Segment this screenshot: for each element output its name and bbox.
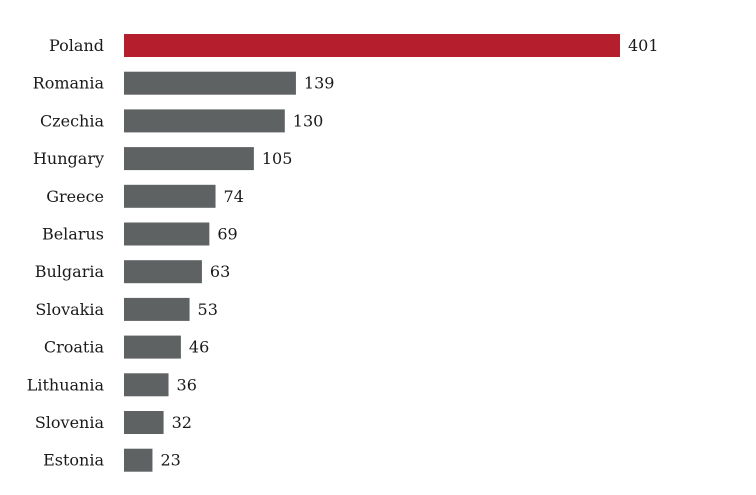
bar-bulgaria [124, 260, 202, 284]
category-label-czechia: Czechia [40, 111, 105, 130]
value-label-slovakia: 53 [198, 300, 218, 319]
category-label-croatia: Croatia [44, 338, 105, 357]
category-label-poland: Poland [49, 36, 104, 55]
category-labels: Poland Romania Czechia Hungary Greece Belarus… [27, 36, 105, 470]
bar-belarus [124, 222, 210, 246]
bar-croatia [124, 335, 181, 359]
category-label-slovenia: Slovenia [35, 413, 105, 432]
category-label-estonia: Estonia [43, 451, 104, 470]
category-label-hungary: Hungary [33, 149, 104, 168]
category-label-belarus: Belarus [42, 225, 104, 244]
value-label-poland: 401 [628, 36, 659, 55]
bar-romania [124, 71, 296, 95]
bar-greece [124, 184, 216, 208]
value-label-greece: 74 [224, 187, 244, 206]
category-label-slovakia: Slovakia [35, 300, 104, 319]
bars [124, 34, 620, 472]
category-label-lithuania: Lithuania [27, 375, 105, 394]
bar-czechia [124, 109, 285, 133]
value-label-estonia: 23 [160, 451, 180, 470]
bar-estonia [124, 448, 153, 472]
bar-lithuania [124, 373, 169, 397]
value-label-romania: 139 [304, 74, 335, 93]
category-label-greece: Greece [46, 187, 104, 206]
bar-slovenia [124, 411, 164, 434]
category-label-bulgaria: Bulgaria [35, 262, 105, 281]
value-label-lithuania: 36 [177, 375, 197, 394]
value-label-czechia: 130 [293, 111, 324, 130]
category-label-romania: Romania [33, 74, 105, 93]
bar-poland [124, 34, 620, 57]
value-label-slovenia: 32 [172, 413, 192, 432]
value-label-hungary: 105 [262, 149, 293, 168]
value-label-croatia: 46 [189, 338, 209, 357]
value-label-bulgaria: 63 [210, 262, 230, 281]
bar-slovakia [124, 297, 190, 321]
bar-hungary [124, 147, 254, 171]
value-label-belarus: 69 [217, 225, 237, 244]
